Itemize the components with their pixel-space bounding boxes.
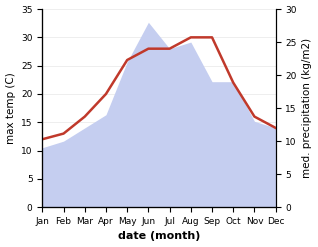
Y-axis label: med. precipitation (kg/m2): med. precipitation (kg/m2) — [302, 38, 313, 178]
X-axis label: date (month): date (month) — [118, 231, 200, 242]
Y-axis label: max temp (C): max temp (C) — [5, 72, 16, 144]
